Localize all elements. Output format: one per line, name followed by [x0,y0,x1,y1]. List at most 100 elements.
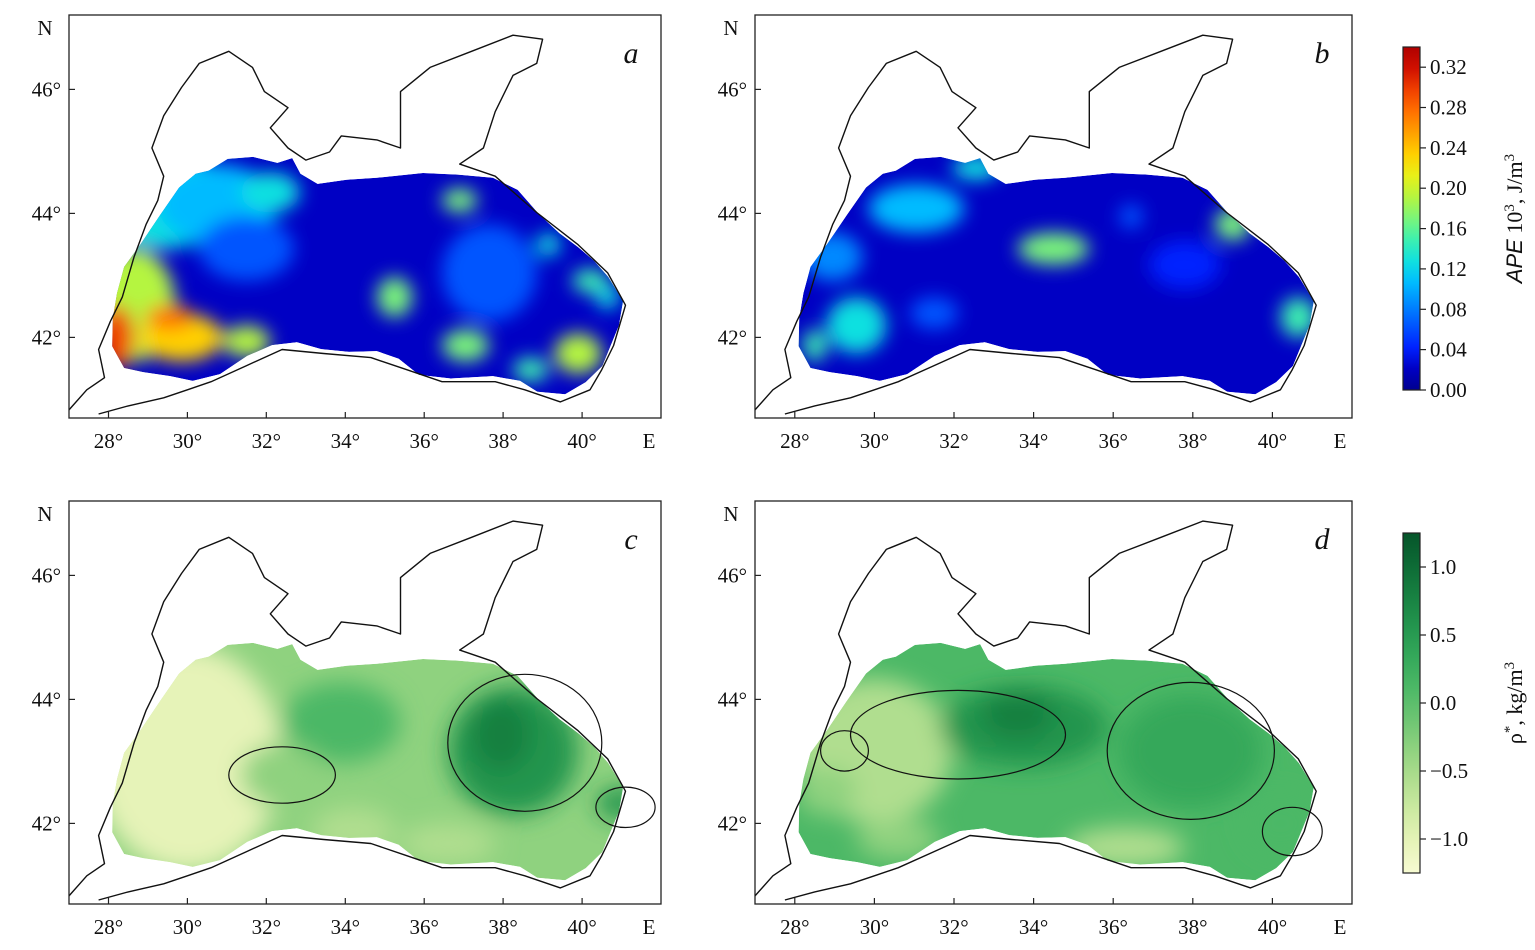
field-anomaly [856,819,941,860]
panel-letter: c [624,523,637,556]
sea-field [798,156,1314,395]
colorbar-tick-label: 0.0 [1430,691,1456,715]
map-panel-b: b 28° 30° 32° 34° 36° 38° 40° E 46° 44° 42° N [718,14,1353,453]
colorbar-colorbar_ape: 0.32 0.28 0.24 0.20 0.16 0.12 0.08 0.04 0.00 APE … [1402,46,1527,402]
y-tick-label: 46° [718,563,747,587]
x-tick-label: 28° [94,915,123,939]
colorbar-tick-label: −0.5 [1430,759,1468,783]
map-panel-d: d 28° 30° 32° 34° 36° 38° 40° E 46° 44° 42° N [718,500,1353,939]
field-anomaly [868,184,964,233]
contour-line [1106,681,1276,821]
map-panel-c: c 28° 30° 32° 34° 36° 38° 40° E 46° 44° 42° N [32,500,662,939]
field-anomaly [282,682,401,763]
colorbar-tick-label: 0.5 [1430,623,1456,647]
coastline [754,520,1317,901]
x-tick-label: 34° [331,915,360,939]
field-anomaly [981,690,1054,739]
colorbar-colorbar_rho: 1.0 0.5 0.0 −0.5 −1.0 ρ*, kg/m3 [1402,532,1527,874]
field-anomaly [798,767,857,816]
y-tick-label: 46° [718,77,747,101]
y-tick-label: 42° [718,811,747,835]
field-anomaly [1119,204,1143,229]
field-anomaly [400,823,496,864]
colorbar-tick-label: 0.20 [1430,176,1467,200]
map-panel-a: a 28° 30° 32° 34° 36° 38° 40° E 46° 44° 42° N [32,14,662,453]
panel-frame [754,14,1353,419]
x-tick-label: 40° [567,429,596,453]
x-tick-label: 38° [1178,915,1207,939]
field-anomaly [826,297,887,354]
colorbar-tick-label: −1.0 [1430,827,1468,851]
sea-field [798,642,1314,881]
field-anomaly [112,305,135,370]
x-tick-label: 36° [409,429,438,453]
y-tick-label: 46° [32,563,61,587]
field-anomaly [595,787,624,820]
y-tick-label: 44° [32,687,61,711]
colorbar-tick-label: 1.0 [1430,555,1456,579]
x-tick-label: 36° [409,915,438,939]
panel-letter: d [1315,523,1331,556]
x-tick-label: 28° [780,429,809,453]
colorbar-ramp [1402,46,1421,391]
colorbar-tick-label: 0.00 [1430,378,1467,402]
x-tick-label: 34° [1019,915,1048,939]
field-anomaly [554,333,602,374]
x-tick-label: 36° [1098,915,1127,939]
y-tick-label: 42° [718,325,747,349]
panels-layer: a 28° 30° 32° 34° 36° 38° 40° E 46° 44° 42° Nb 28° 30°… [32,14,1353,939]
panel-letter: a [624,37,639,70]
y-axis-end-label: N [723,16,738,40]
colorbar-tick-label: 0.12 [1430,257,1467,281]
field-anomaly [1017,232,1090,265]
colorbar-rho-label: ρ*, kg/m3 [1502,662,1527,744]
colorbar-tick-label: 0.32 [1430,55,1467,79]
x-tick-label: 40° [1258,915,1287,939]
field-anomaly [240,742,324,808]
field-anomaly [595,285,620,310]
contour-line [447,673,603,812]
y-tick-label: 42° [32,325,61,349]
x-tick-label: 32° [939,429,968,453]
y-axis-end-label: N [723,502,738,526]
y-axis-end-label: N [37,16,52,40]
x-axis-end-label: E [1334,429,1347,453]
x-tick-label: 38° [488,915,517,939]
y-tick-label: 44° [32,201,61,225]
x-tick-label: 30° [173,915,202,939]
x-tick-label: 38° [1178,429,1207,453]
field-anomaly [910,297,958,330]
colorbar-ramp [1402,532,1421,874]
y-tick-label: 46° [32,77,61,101]
field-anomaly [240,172,300,213]
x-tick-label: 40° [1258,429,1287,453]
panel-frame [754,500,1353,905]
field-anomaly [441,224,537,322]
x-tick-label: 38° [488,429,517,453]
field-anomaly [1280,297,1314,338]
panel-frame [68,14,662,419]
field-anomaly [441,188,478,213]
x-tick-label: 32° [252,915,281,939]
field-anomaly [376,276,413,318]
x-tick-label: 30° [860,915,889,939]
colorbar-tick-label: 0.08 [1430,297,1467,321]
colorbars-layer: 0.32 0.28 0.24 0.20 0.16 0.12 0.08 0.04 0.00 APE … [1402,46,1527,874]
field-anomaly [572,268,608,294]
coastline [68,34,627,415]
field-anomaly [145,305,194,330]
x-tick-label: 36° [1098,429,1127,453]
panel-letter: b [1315,37,1330,70]
x-tick-label: 34° [331,429,360,453]
contour-line [228,746,337,804]
x-tick-label: 30° [860,429,889,453]
y-tick-label: 44° [718,687,747,711]
field-anomaly [536,232,561,257]
x-tick-label: 28° [780,915,809,939]
contour-line [819,730,869,772]
colorbar-tick-label: 0.24 [1430,136,1467,160]
x-axis-end-label: E [1334,915,1347,939]
field-anomaly [513,357,549,382]
colorbar-tick-label: 0.28 [1430,96,1467,120]
